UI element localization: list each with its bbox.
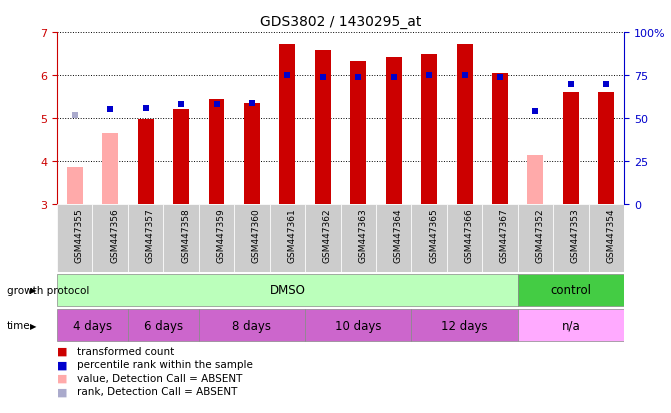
Bar [279,45,295,204]
Bar [599,93,614,204]
Text: ■: ■ [57,386,68,396]
Text: GSM447353: GSM447353 [571,208,580,262]
Bar [376,204,411,273]
Bar [553,204,588,273]
Text: time: time [7,320,30,330]
Bar [588,204,624,273]
Text: GSM447359: GSM447359 [217,208,225,262]
Text: GSM447356: GSM447356 [110,208,119,262]
Bar [305,309,411,341]
Bar [492,74,508,204]
Text: GSM447355: GSM447355 [74,208,84,262]
Text: GSM447352: GSM447352 [535,208,544,262]
Text: GSM447358: GSM447358 [181,208,190,262]
Bar [138,120,154,204]
Text: 12 days: 12 days [442,319,488,332]
Bar [340,204,376,273]
Bar [128,309,199,341]
Bar [411,204,447,273]
Bar [102,134,118,204]
Text: ▶: ▶ [30,321,37,330]
Bar [199,309,305,341]
Bar [456,45,472,204]
Text: control: control [550,284,591,297]
Bar [173,110,189,204]
Bar [421,55,437,204]
Bar [315,51,331,204]
Bar [305,204,341,273]
Bar [93,204,128,273]
Bar [482,204,518,273]
Bar [57,274,518,306]
Bar [128,204,163,273]
Text: GSM447362: GSM447362 [323,208,332,262]
Text: GSM447357: GSM447357 [146,208,154,262]
Bar [527,155,544,204]
Text: percentile rank within the sample: percentile rank within the sample [77,359,253,370]
Bar [518,274,624,306]
Text: n/a: n/a [562,319,580,332]
Bar [518,309,624,341]
Text: 8 days: 8 days [232,319,272,332]
Text: 6 days: 6 days [144,319,183,332]
Bar [350,62,366,204]
Bar [209,100,225,204]
Text: DMSO: DMSO [270,284,305,297]
Text: ■: ■ [57,359,68,370]
Title: GDS3802 / 1430295_at: GDS3802 / 1430295_at [260,15,421,29]
Bar [386,58,402,204]
Bar [67,168,83,204]
Text: GSM447354: GSM447354 [607,208,615,262]
Bar [270,204,305,273]
Text: 4 days: 4 days [73,319,112,332]
Text: GSM447360: GSM447360 [252,208,261,262]
Text: ■: ■ [57,346,68,356]
Bar [447,204,482,273]
Text: 10 days: 10 days [335,319,382,332]
Text: growth protocol: growth protocol [7,285,89,295]
Bar [234,204,270,273]
Text: GSM447361: GSM447361 [287,208,297,262]
Bar [411,309,518,341]
Bar [163,204,199,273]
Text: ■: ■ [57,373,68,383]
Text: GSM447367: GSM447367 [500,208,509,262]
Bar [199,204,234,273]
Text: value, Detection Call = ABSENT: value, Detection Call = ABSENT [77,373,242,383]
Bar [57,309,128,341]
Bar [563,93,579,204]
Text: GSM447364: GSM447364 [394,208,403,262]
Bar [57,204,93,273]
Text: ▶: ▶ [30,286,37,294]
Text: GSM447366: GSM447366 [464,208,474,262]
Text: GSM447363: GSM447363 [358,208,367,262]
Text: transformed count: transformed count [77,346,174,356]
Bar [244,104,260,204]
Text: GSM447365: GSM447365 [429,208,438,262]
Text: rank, Detection Call = ABSENT: rank, Detection Call = ABSENT [77,386,238,396]
Bar [518,204,553,273]
